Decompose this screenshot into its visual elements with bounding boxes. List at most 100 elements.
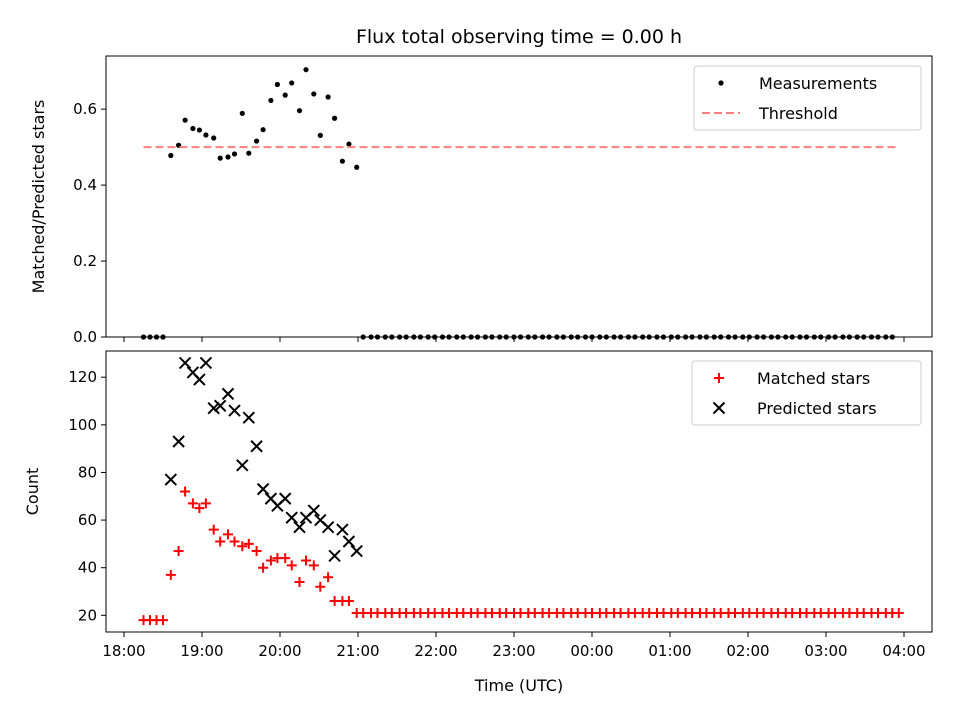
- data-point: [893, 607, 904, 618]
- data-point: [258, 562, 269, 573]
- data-point: [200, 498, 211, 509]
- y-tick-label: 80: [78, 463, 97, 481]
- bottom-panel: 20 40 60 80 100 120 18:00 19:00 20:00 21:00 22:00 2…: [23, 350, 933, 660]
- data-point: [336, 523, 349, 536]
- data-point: [203, 132, 209, 138]
- data-point: [342, 535, 356, 548]
- data-point: [315, 581, 326, 592]
- top-panel: 0.0 0.2 0.4 0.6 Matched/Predicted stars Measu…: [29, 55, 933, 346]
- data-point: [296, 108, 303, 114]
- data-point: [190, 125, 196, 132]
- data-point: [311, 91, 317, 97]
- x-tick-label: 18:00: [102, 642, 145, 660]
- data-point: [286, 560, 297, 571]
- data-point: [239, 110, 245, 116]
- y-tick-label: 0.0: [73, 328, 97, 346]
- data-point: [208, 524, 219, 535]
- data-point: [294, 576, 305, 587]
- legend-marker: [718, 80, 724, 86]
- data-point: [172, 435, 185, 448]
- data-point: [307, 504, 321, 517]
- legend-marker: [712, 401, 726, 415]
- data-point: [231, 151, 238, 157]
- data-point: [173, 546, 184, 557]
- data-point: [325, 94, 331, 100]
- data-point: [215, 536, 226, 547]
- x-tick-label: 03:00: [804, 642, 847, 660]
- data-point: [350, 544, 363, 558]
- data-point: [282, 92, 288, 98]
- legend-box: [693, 65, 922, 131]
- plot-frame: [105, 350, 933, 633]
- data-point: [346, 141, 352, 147]
- data-point: [223, 529, 233, 540]
- data-point: [217, 155, 223, 161]
- data-point: [229, 536, 240, 547]
- data-point: [250, 440, 263, 453]
- data-point: [237, 541, 248, 552]
- data-point: [225, 154, 231, 160]
- data-point: [332, 115, 338, 121]
- y-axis-label: Matched/Predicted stars: [29, 100, 48, 294]
- data-point: [260, 127, 266, 133]
- x-tick-label: 02:00: [726, 642, 769, 660]
- data-point: [164, 473, 178, 486]
- y-tick-label: 100: [68, 416, 97, 434]
- data-point: [268, 97, 274, 104]
- legend: Measurements Threshold: [693, 65, 922, 131]
- data-point: [289, 80, 295, 86]
- y-tick-label: 40: [78, 559, 97, 577]
- legend-label: Predicted stars: [757, 399, 877, 418]
- x-tick-label: 21:00: [336, 642, 379, 660]
- x-axis-label: Time (UTC): [474, 676, 563, 695]
- data-point: [251, 546, 262, 557]
- data-point: [199, 356, 213, 370]
- data-point: [228, 404, 241, 417]
- chart-title: Flux total observing time = 0.00 h: [356, 26, 682, 48]
- data-point: [158, 615, 168, 626]
- data-point: [178, 356, 192, 370]
- data-point: [317, 132, 323, 138]
- data-point: [246, 150, 252, 156]
- y-tick-label: 120: [68, 368, 97, 386]
- data-point: [213, 399, 227, 412]
- data-point: [207, 401, 220, 415]
- legend-marker: [714, 373, 724, 383]
- series-matched-stars: [138, 486, 904, 626]
- legend-label: Matched stars: [757, 369, 870, 388]
- plot-frame: [105, 55, 933, 338]
- data-point: [243, 538, 254, 549]
- data-point: [303, 67, 309, 73]
- data-point: [221, 387, 235, 401]
- x-tick-label: 20:00: [258, 642, 301, 660]
- legend: Matched stars Predicted stars: [691, 360, 922, 426]
- data-point: [182, 117, 188, 123]
- legend-label: Measurements: [759, 74, 877, 93]
- data-point: [321, 521, 335, 534]
- data-point: [193, 373, 206, 386]
- y-tick-label: 0.2: [73, 252, 97, 270]
- legend-label: Threshold: [758, 104, 838, 123]
- data-point: [211, 135, 217, 141]
- x-tick-label: 04:00: [882, 642, 925, 660]
- data-point: [278, 492, 292, 505]
- data-point: [168, 152, 174, 159]
- data-point: [256, 482, 270, 496]
- x-tick-label: 19:00: [180, 642, 223, 660]
- data-point: [194, 503, 205, 514]
- data-point: [236, 459, 249, 472]
- x-tick-label: 22:00: [414, 642, 457, 660]
- data-point: [265, 555, 276, 566]
- y-tick-label: 20: [78, 606, 97, 624]
- y-tick-label: 0.4: [73, 176, 97, 194]
- data-point: [196, 127, 202, 133]
- data-point: [339, 158, 345, 164]
- data-point: [285, 511, 298, 524]
- data-point: [165, 569, 176, 580]
- data-point: [242, 411, 256, 424]
- data-point: [180, 486, 191, 497]
- data-point: [280, 553, 291, 564]
- data-point: [308, 560, 319, 571]
- data-point: [254, 138, 260, 144]
